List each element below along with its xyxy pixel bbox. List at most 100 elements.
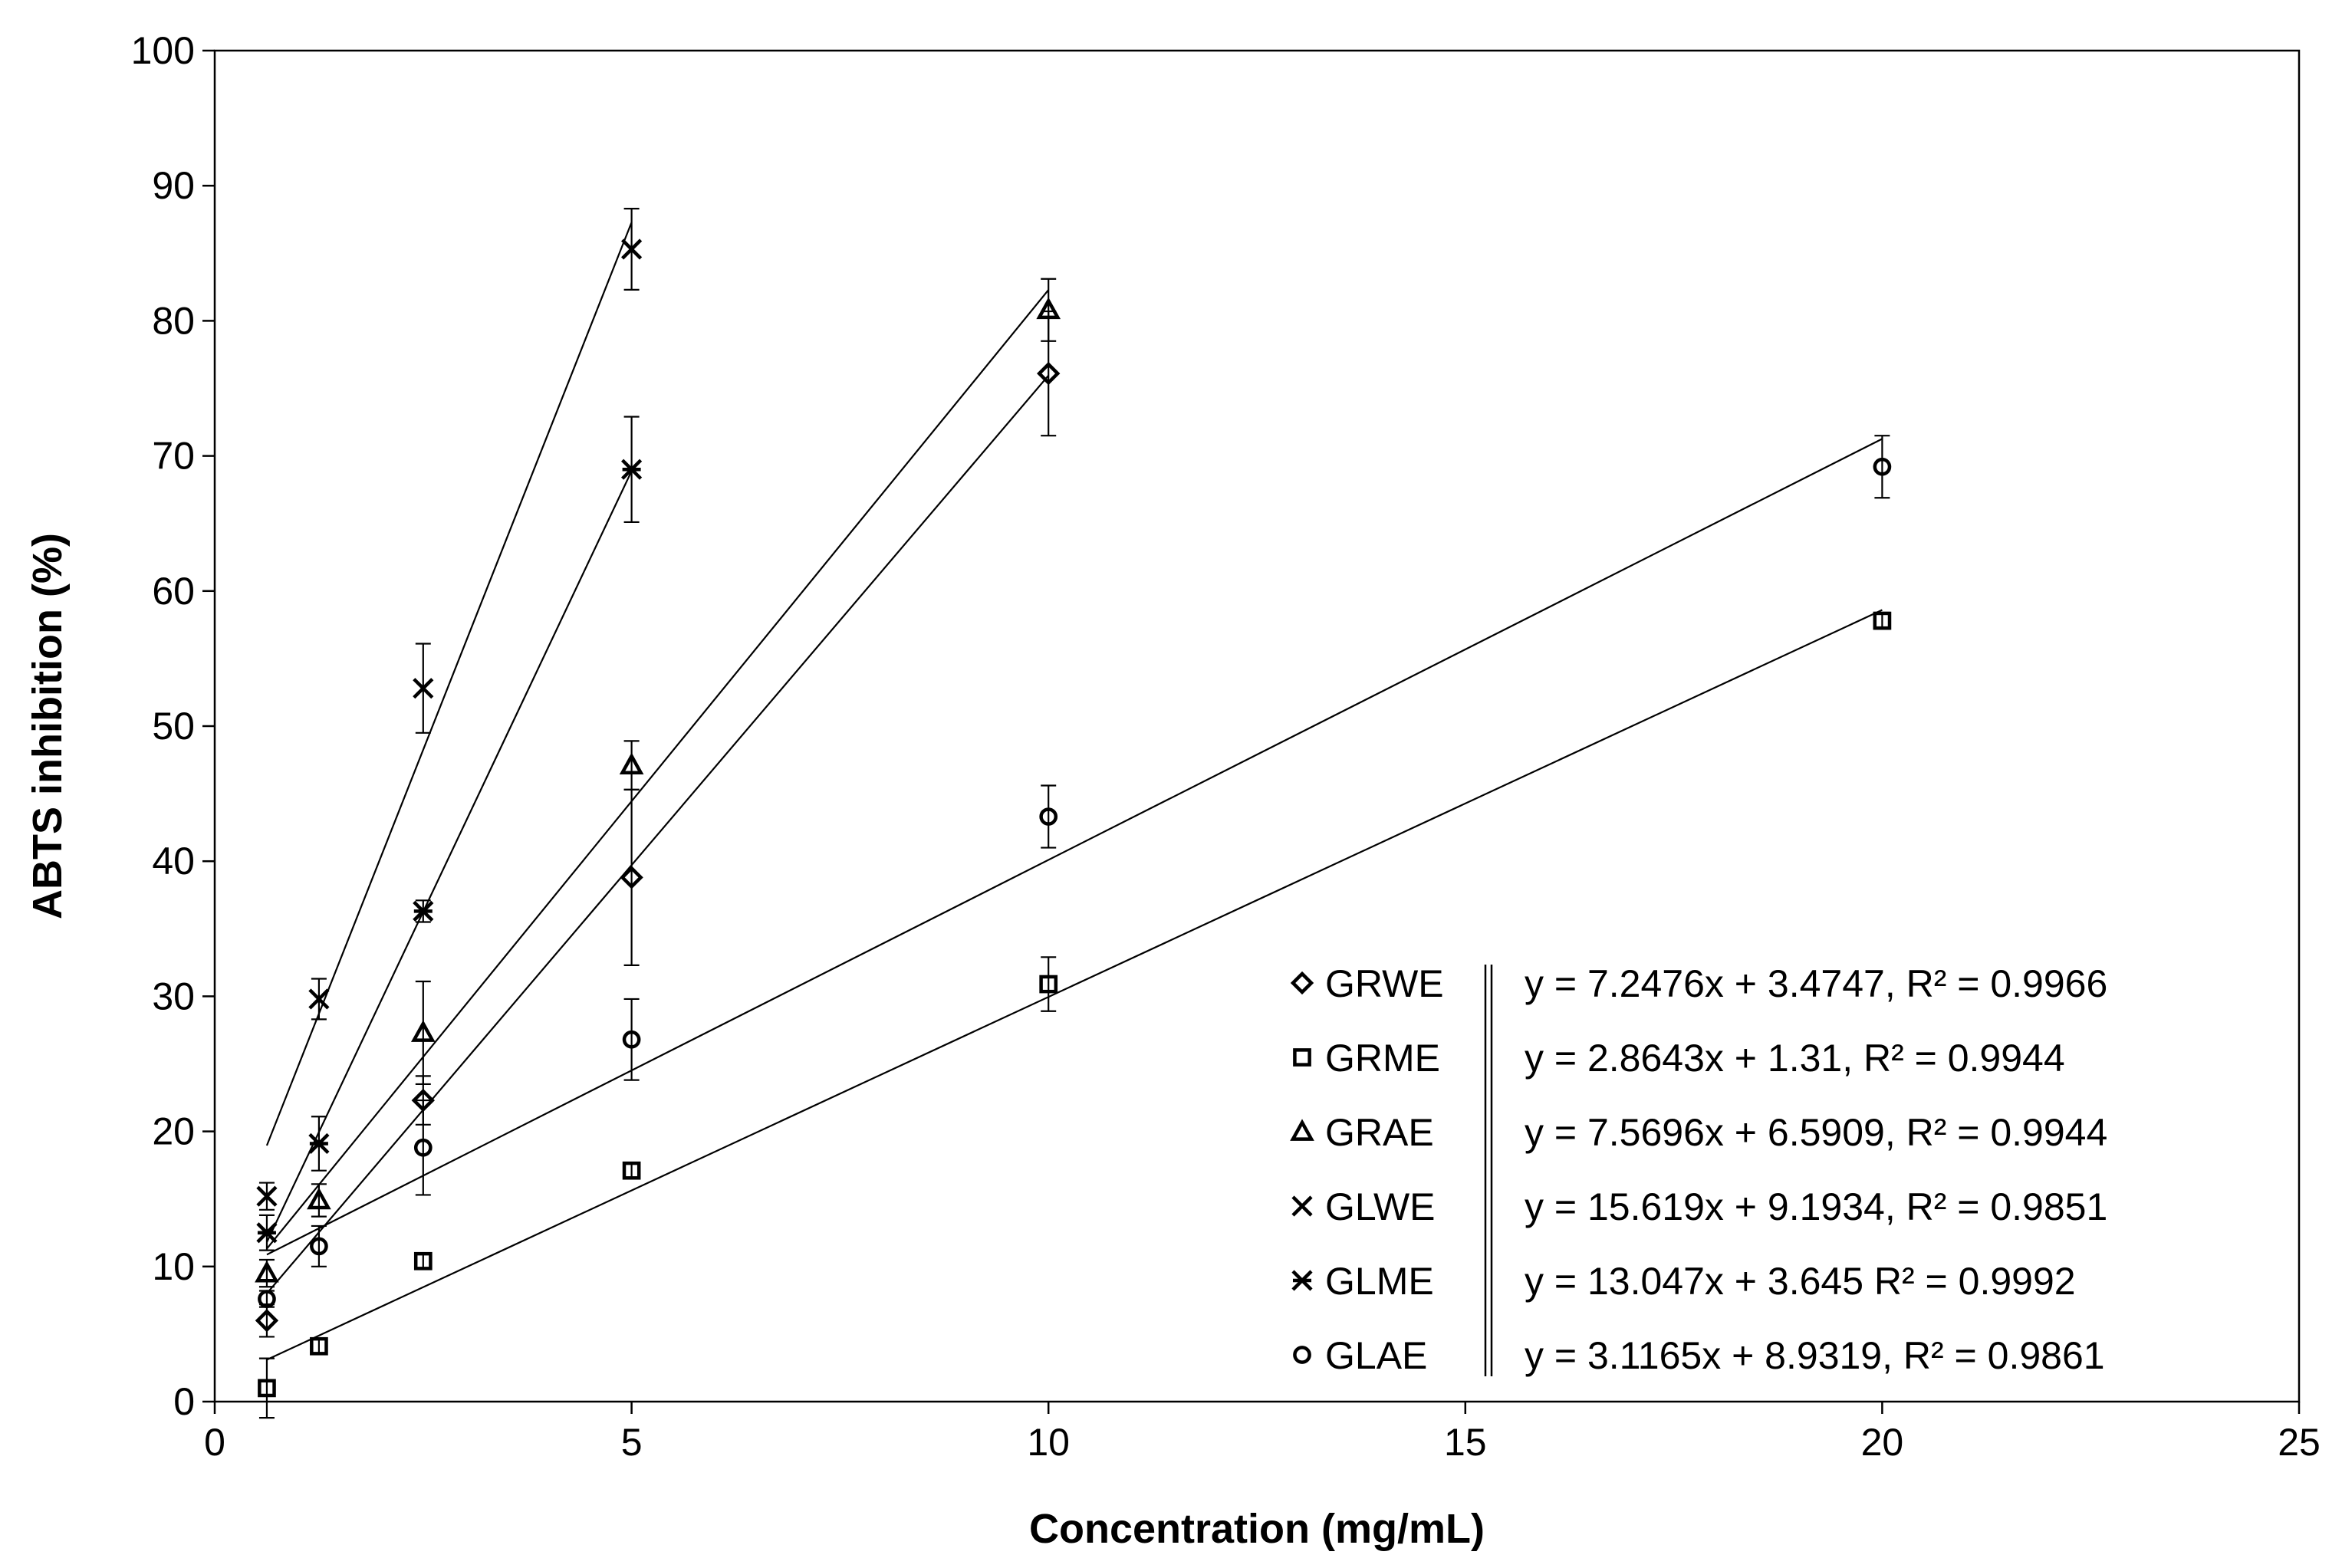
data-point-grwe bbox=[620, 866, 643, 889]
data-point-grme bbox=[622, 1161, 641, 1180]
data-point-grae-shape bbox=[410, 1020, 436, 1042]
data-point-grme-shape bbox=[1039, 975, 1058, 994]
x-tick-label: 20 bbox=[1861, 1421, 1904, 1464]
data-point-grwe bbox=[1037, 361, 1061, 386]
data-point-grwe bbox=[411, 1088, 435, 1113]
data-point-glwe-stroke-b bbox=[621, 238, 643, 260]
data-point-glwe-stroke-b bbox=[308, 988, 330, 1010]
data-point-grwe-shape bbox=[255, 1309, 279, 1333]
error-bar-glae bbox=[1874, 435, 1890, 499]
data-point-grme bbox=[1039, 975, 1058, 994]
data-point-glae-shape bbox=[413, 1138, 433, 1157]
data-point-grwe bbox=[255, 1309, 279, 1333]
data-point-glme bbox=[413, 900, 434, 922]
legend-marker-grme bbox=[1293, 1048, 1311, 1067]
data-point-grme-shape bbox=[258, 1379, 276, 1398]
trendline-glwe bbox=[265, 222, 633, 1146]
data-point-glwe bbox=[621, 238, 643, 260]
trendline-glme bbox=[265, 470, 633, 1243]
legend-equation-grae: y = 7.5696x + 6.5909, R² = 0.9944 bbox=[1525, 1111, 2107, 1154]
data-point-grme-shape bbox=[1873, 611, 1892, 630]
error-bar-grwe bbox=[623, 788, 640, 966]
y-tick-label: 60 bbox=[152, 570, 195, 613]
legend-marker-glae bbox=[1293, 1346, 1311, 1364]
x-tick-label: 5 bbox=[621, 1421, 643, 1464]
y-tick-label: 90 bbox=[152, 164, 195, 207]
legend-equation-grwe: y = 7.2476x + 3.4747, R² = 0.9966 bbox=[1525, 962, 2107, 1005]
data-point-grme-shape bbox=[413, 1251, 433, 1271]
data-point-glwe-stroke-b bbox=[413, 678, 434, 699]
data-point-grwe-shape bbox=[411, 1088, 435, 1113]
legend-marker-glme bbox=[1291, 1270, 1313, 1291]
error-bar-grae bbox=[415, 980, 431, 1086]
legend-equation-glae: y = 3.1165x + 8.9319, R² = 0.9861 bbox=[1525, 1334, 2105, 1377]
data-point-grme-shape bbox=[310, 1336, 328, 1356]
data-point-grme bbox=[310, 1336, 328, 1356]
trendline-glae bbox=[266, 438, 1883, 1256]
y-tick-label: 50 bbox=[152, 705, 195, 748]
legend-label-glwe: GLWE bbox=[1325, 1185, 1436, 1228]
data-point-glae-shape bbox=[622, 1030, 641, 1049]
data-point-glme bbox=[621, 459, 643, 480]
data-point-glwe-stroke-b bbox=[256, 1185, 278, 1207]
data-point-grwe-shape bbox=[620, 866, 643, 889]
data-point-grae-shape bbox=[1036, 297, 1061, 320]
legend-label-grae: GRAE bbox=[1325, 1111, 1434, 1154]
y-tick-label: 70 bbox=[152, 435, 195, 478]
trendline-grme bbox=[266, 609, 1883, 1361]
y-tick-label: 0 bbox=[173, 1380, 195, 1423]
y-axis-title: ABTS inhibition (%) bbox=[25, 533, 71, 919]
x-axis: 0 5 10 15 20 25 bbox=[204, 1402, 2321, 1464]
y-axis: 0 10 20 30 40 50 60 70 80 90 100 bbox=[131, 29, 215, 1423]
error-bar-grae bbox=[623, 740, 640, 791]
legend-equation-glme: y = 13.047x + 3.645 R² = 0.9992 bbox=[1525, 1260, 2076, 1303]
data-point-grae bbox=[410, 1020, 436, 1042]
data-point-glae-shape bbox=[1039, 807, 1058, 826]
legend-label-grwe: GRWE bbox=[1325, 962, 1444, 1005]
x-tick-label: 15 bbox=[1444, 1421, 1487, 1464]
data-point-glwe bbox=[256, 1185, 278, 1207]
legend-marker-grwe bbox=[1290, 971, 1314, 995]
data-point-grae bbox=[619, 752, 644, 774]
legend-label-grme: GRME bbox=[1325, 1037, 1440, 1080]
data-point-grae bbox=[307, 1187, 331, 1210]
legend: GRWE y = 7.2476x + 3.4747, R² = 0.9966 GRM… bbox=[1290, 962, 2107, 1377]
error-bar-glae bbox=[415, 1099, 431, 1196]
error-bar-glae bbox=[623, 998, 640, 1081]
legend-marker-glae-shape bbox=[1293, 1346, 1311, 1364]
legend-equation-glwe: y = 15.619x + 9.1934, R² = 0.9851 bbox=[1525, 1185, 2107, 1228]
legend-marker-grae bbox=[1290, 1119, 1314, 1141]
data-point-glme bbox=[308, 1132, 330, 1155]
legend-label-glme: GLME bbox=[1325, 1260, 1434, 1303]
data-point-glae bbox=[1039, 807, 1058, 826]
legend-marker-glwe bbox=[1291, 1195, 1313, 1217]
data-point-glae bbox=[310, 1237, 328, 1256]
y-tick-label: 100 bbox=[131, 29, 195, 72]
legend-marker-grme-shape bbox=[1293, 1048, 1311, 1067]
x-tick-label: 0 bbox=[204, 1421, 225, 1464]
data-point-glwe bbox=[413, 678, 434, 699]
data-point-grae-shape bbox=[307, 1187, 331, 1210]
error-bar-glae bbox=[1041, 784, 1057, 849]
x-tick-label: 25 bbox=[2278, 1421, 2321, 1464]
x-tick-label: 10 bbox=[1027, 1421, 1070, 1464]
y-tick-label: 10 bbox=[152, 1245, 195, 1288]
data-point-glwe bbox=[308, 988, 330, 1010]
data-point-grae bbox=[255, 1260, 279, 1283]
trendline-grwe bbox=[266, 375, 1050, 1294]
data-point-grme-shape bbox=[622, 1161, 641, 1180]
legend-equation-grme: y = 2.8643x + 1.31, R² = 0.9944 bbox=[1525, 1037, 2065, 1080]
error-bars bbox=[258, 208, 1890, 1419]
legend-marker-grwe-shape bbox=[1290, 971, 1314, 995]
y-tick-label: 20 bbox=[152, 1110, 195, 1153]
data-point-glae-shape bbox=[258, 1290, 276, 1308]
data-point-grme bbox=[258, 1379, 276, 1398]
x-axis-title: Concentration (mg/mL) bbox=[1029, 1506, 1485, 1552]
error-bar-glae bbox=[311, 1224, 327, 1267]
data-point-glae-shape bbox=[310, 1237, 328, 1256]
data-point-glae bbox=[622, 1030, 641, 1049]
legend-marker-grae-shape bbox=[1290, 1119, 1314, 1141]
data-point-glae bbox=[413, 1138, 433, 1157]
y-tick-label: 40 bbox=[152, 840, 195, 883]
